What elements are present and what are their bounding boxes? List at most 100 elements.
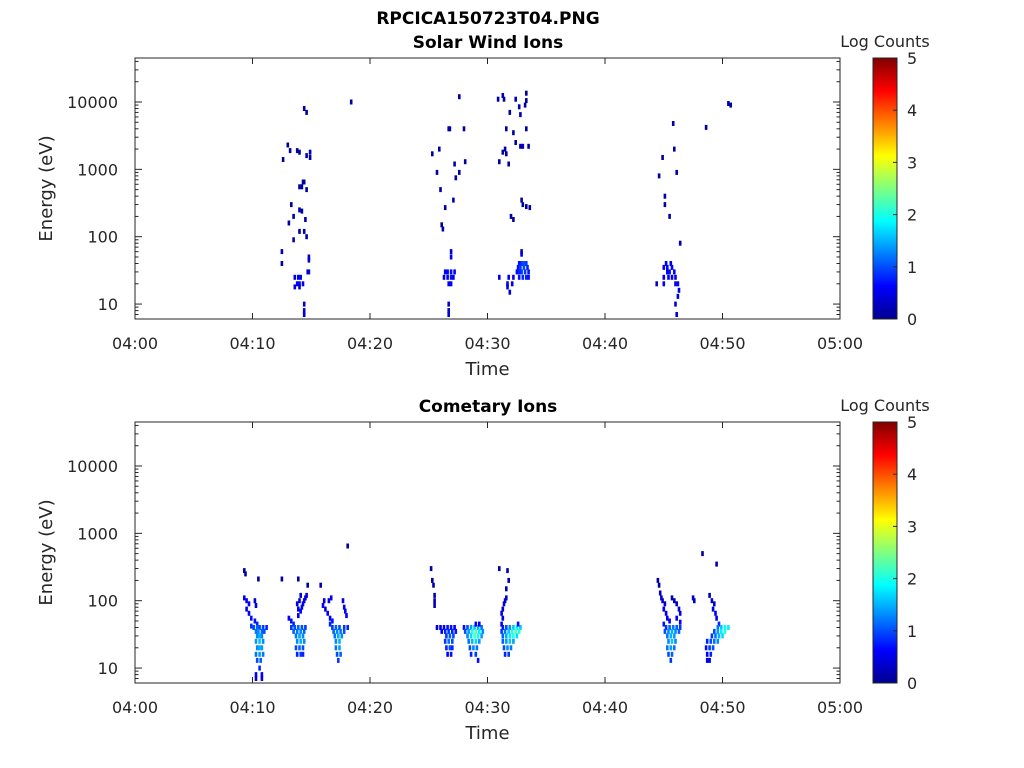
heatmap-cell	[729, 102, 732, 108]
heatmap-cell	[668, 269, 671, 275]
heatmap-cell	[668, 625, 671, 630]
heatmap-cell	[720, 625, 723, 630]
heatmap-cell	[522, 264, 526, 270]
heatmap-cell	[505, 595, 508, 601]
heatmap-cell	[253, 618, 257, 624]
heatmap-cell	[510, 281, 514, 287]
heatmap-cell	[676, 293, 680, 299]
heatmap-cell	[496, 96, 500, 102]
heatmap-cell	[305, 592, 308, 598]
heatmap-cell	[328, 621, 332, 627]
heatmap-cell	[675, 312, 678, 317]
heatmap-cell	[247, 601, 251, 607]
heatmap-cell	[717, 633, 721, 639]
heatmap-cell	[526, 264, 529, 270]
heatmap-cell	[445, 645, 448, 651]
colorbar-tick-label: 4	[907, 465, 917, 484]
y-tick-label: 1000	[77, 524, 118, 543]
heatmap-cells	[280, 90, 732, 317]
heatmap-cell	[502, 96, 506, 102]
heatmap-cell	[525, 261, 528, 266]
figure-title: RPCICA150723T04.PNG	[376, 9, 599, 29]
x-tick-label: 04:20	[347, 698, 393, 717]
heatmap-cell	[470, 638, 474, 644]
heatmap-cell	[300, 208, 304, 214]
heatmap-cell	[452, 274, 455, 280]
heatmap-cell	[469, 625, 473, 630]
heatmap-cell	[440, 628, 443, 634]
heatmap-cell	[678, 610, 682, 616]
heatmap-cell	[670, 638, 674, 644]
heatmap-cell	[447, 308, 450, 314]
heatmap-cell	[307, 257, 311, 263]
colorbar-title: Log Counts	[840, 32, 930, 51]
heatmap-cell	[723, 625, 727, 630]
heatmap-cell	[520, 269, 523, 275]
heatmap-cell	[715, 561, 718, 567]
heatmap-cell	[443, 269, 447, 275]
colorbar-tick-label: 0	[907, 674, 917, 693]
heatmap-cell	[478, 628, 481, 634]
heatmap-cell	[502, 645, 506, 651]
x-tick-label: 04:00	[112, 698, 158, 717]
heatmap-cell	[474, 621, 478, 627]
heatmap-cell	[678, 240, 682, 246]
heatmap-cell	[498, 159, 501, 165]
heatmap-cell	[327, 598, 331, 604]
heatmap-cell	[288, 148, 292, 154]
colorbar-tick-label: 5	[907, 49, 917, 68]
heatmap-cell	[447, 281, 450, 287]
heatmap-cell	[250, 615, 253, 621]
heatmap-cell	[299, 608, 302, 614]
heatmap-cell	[500, 628, 503, 634]
heatmap-cell	[295, 638, 299, 644]
heatmap-cell	[257, 576, 260, 582]
heatmap-cell	[261, 651, 265, 657]
heatmap-cell	[449, 651, 453, 657]
heatmap-cell	[515, 633, 519, 639]
heatmap-cell	[509, 645, 513, 651]
heatmap-cell	[525, 126, 528, 132]
plot-area-frame	[134, 57, 841, 320]
heatmap-cell	[517, 261, 521, 266]
heatmap-cell	[528, 205, 532, 211]
heatmap-cell	[260, 633, 264, 639]
heatmap-cell	[297, 606, 300, 612]
heatmap-cell	[304, 625, 307, 630]
heatmap-cell	[453, 269, 456, 275]
heatmap-cell	[307, 269, 311, 275]
heatmap-cell	[443, 205, 447, 211]
colorbar-tick-label: 4	[907, 101, 917, 120]
heatmap-cell	[704, 124, 708, 130]
heatmap-cell	[333, 633, 337, 639]
heatmap-cell	[525, 274, 528, 280]
heatmap-cell	[714, 633, 717, 639]
x-tick-label: 04:30	[464, 334, 510, 353]
heatmap-cell	[301, 651, 305, 657]
heatmap-cell	[674, 281, 677, 287]
heatmap-cell	[519, 112, 522, 118]
heatmap-cell	[265, 625, 268, 630]
heatmap-cell	[521, 143, 525, 149]
heatmap-cell	[678, 625, 682, 630]
heatmap-cell	[301, 633, 305, 639]
heatmap-cell	[335, 651, 339, 657]
heatmap-cell	[662, 281, 666, 287]
heatmap-cell	[667, 274, 670, 280]
heatmap-cell	[435, 169, 439, 175]
heatmap-cell	[658, 590, 662, 596]
heatmap-cell	[295, 281, 299, 287]
heatmap-cell	[243, 595, 246, 601]
heatmap-cell	[721, 633, 724, 639]
heatmap-cell	[671, 121, 675, 126]
heatmap-cell	[299, 638, 302, 644]
heatmap-cell	[321, 603, 325, 608]
heatmap-cell	[666, 633, 669, 639]
heatmap-cell	[294, 633, 298, 639]
x-tick-label: 04:50	[699, 334, 745, 353]
heatmap-cell	[660, 595, 663, 601]
heatmap-cell	[693, 598, 696, 604]
heatmap-cell	[449, 269, 453, 275]
heatmap-cell	[255, 645, 259, 651]
panel-title: Solar Wind Ions	[413, 33, 564, 53]
